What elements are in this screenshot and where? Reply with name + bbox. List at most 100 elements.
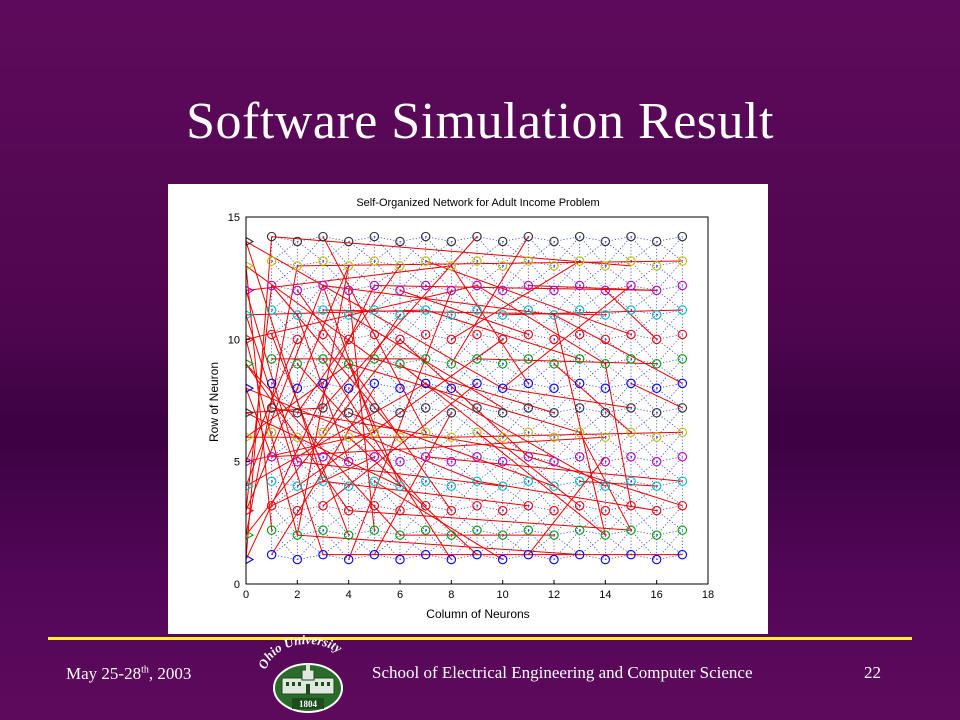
neighbor-link [605, 241, 632, 262]
neighbor-link [630, 334, 657, 365]
neuron-marker [600, 481, 611, 491]
connection-line [450, 265, 529, 384]
neuron-marker [318, 231, 328, 242]
neighbor-link [605, 363, 632, 384]
neuron-marker [266, 231, 277, 242]
connection-line [245, 285, 324, 487]
plot-panel: Self-Organized Network for Adult Income … [168, 184, 768, 634]
x-tick-label: 4 [346, 589, 352, 601]
footer-date-year: , 2003 [148, 664, 192, 683]
connection-line [322, 236, 427, 433]
neighbor-link [425, 236, 452, 267]
neighbor-link [656, 510, 683, 531]
neuron-marker [600, 554, 611, 565]
x-tick-label: 12 [548, 589, 560, 601]
neuron-marker [446, 505, 457, 516]
neuron-marker [497, 505, 508, 516]
neuron-marker [420, 525, 431, 535]
neighbor-link [451, 290, 478, 311]
neuron-marker [446, 432, 457, 442]
neighbor-link [297, 241, 324, 262]
neighbor-link [322, 456, 349, 487]
connection-line [579, 432, 632, 531]
neighbor-link [374, 309, 401, 340]
connection-line [245, 265, 350, 511]
neighbor-link [553, 290, 580, 311]
neuron-marker [549, 554, 559, 565]
connections-layer [245, 236, 683, 560]
neuron-marker [292, 432, 303, 442]
neuron-marker [266, 427, 277, 438]
neuron-marker [626, 329, 636, 340]
neuron-marker [600, 310, 611, 320]
neuron-marker [446, 554, 457, 565]
neuron-marker [420, 256, 431, 266]
neuron-marker [497, 554, 508, 565]
neighbor-link [605, 510, 632, 531]
neuron-marker [472, 280, 482, 291]
x-axis-label: Column of Neurons [426, 607, 529, 621]
neuron-marker [574, 525, 585, 535]
neuron-marker [549, 310, 559, 320]
connection-line [425, 260, 632, 335]
neighbor-link [476, 407, 503, 438]
neighbor-link [656, 290, 683, 311]
connection-line [476, 431, 606, 536]
neuron-marker [651, 359, 662, 369]
neighbor-link [297, 461, 324, 482]
connection-line [451, 260, 580, 340]
neuron-marker [677, 329, 688, 340]
neuron-marker [626, 231, 636, 242]
neighbor-link [528, 285, 555, 316]
neuron-marker [343, 530, 354, 540]
neuron-marker [292, 285, 303, 296]
neuron-marker [600, 359, 611, 369]
neuron-marker [549, 236, 559, 247]
neighbor-link [297, 363, 324, 384]
neuron-marker [651, 407, 662, 418]
neuron-marker [369, 452, 380, 462]
neighbor-link [579, 407, 606, 438]
neighbor-link [605, 387, 632, 409]
connection-line [579, 480, 657, 487]
connection-line [322, 480, 529, 507]
neuron-marker [343, 236, 354, 247]
neuron-marker [574, 549, 585, 560]
connection-line [271, 236, 632, 267]
neighbor-link [271, 456, 298, 487]
neighbor-link [425, 260, 452, 291]
neuron-marker [523, 427, 534, 438]
neuron-marker [497, 432, 508, 442]
neighbor-link [297, 265, 324, 286]
neuron-marker [395, 359, 405, 369]
neuron-marker [343, 505, 354, 516]
neighbor-link [399, 265, 426, 286]
neighbor-link [553, 436, 580, 458]
neuron-marker [369, 476, 380, 486]
neuron-marker [472, 354, 482, 364]
neighbor-link [451, 461, 478, 482]
neuron-marker [343, 456, 354, 467]
y-tick-label: 0 [234, 579, 240, 591]
neighbor-link [656, 461, 683, 482]
neuron-marker [626, 476, 636, 486]
neighbor-link [630, 383, 657, 413]
neurons-layer [245, 231, 688, 565]
neuron-marker [523, 525, 534, 535]
neighbor-link [502, 461, 529, 482]
connection-line [245, 241, 503, 389]
neuron-marker [369, 403, 380, 413]
ohio-university-logo: Ohio University 1804 [255, 632, 345, 713]
neuron-marker [651, 481, 662, 491]
neighbor-link [553, 265, 580, 286]
neuron-marker [420, 329, 431, 340]
x-tick-label: 0 [243, 589, 249, 601]
neighbor-link [476, 480, 503, 511]
neuron-marker [292, 383, 303, 394]
neuron-marker [266, 256, 277, 266]
y-tick-label: 10 [228, 334, 240, 346]
neuron-marker [318, 500, 328, 511]
neighbor-link [374, 480, 401, 511]
neighbor-link [348, 436, 375, 458]
neuron-marker [626, 427, 636, 438]
